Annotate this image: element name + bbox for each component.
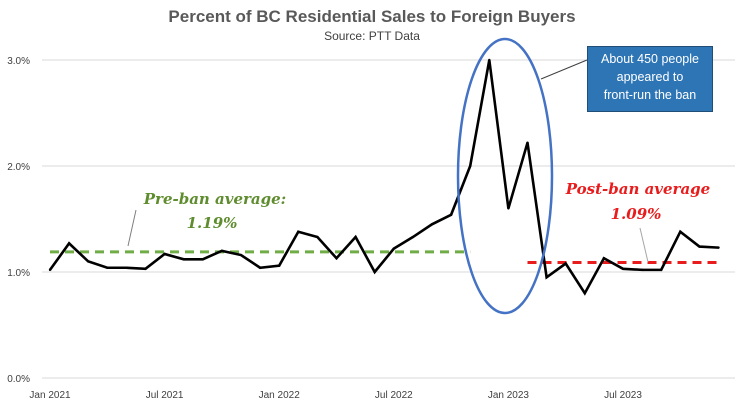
y-axis-ticks: 0.0% 1.0% 2.0% 3.0% bbox=[7, 56, 30, 385]
data-point bbox=[660, 268, 663, 272]
data-point bbox=[488, 58, 491, 62]
data-point bbox=[679, 230, 682, 233]
data-point bbox=[239, 253, 243, 257]
data-point bbox=[316, 235, 319, 239]
callout-line: front-run the ban bbox=[603, 88, 697, 102]
series-layer bbox=[48, 58, 720, 296]
x-tick-label: Jan 2022 bbox=[259, 390, 301, 401]
data-point bbox=[430, 223, 434, 226]
data-point bbox=[125, 266, 128, 269]
chart-title: Percent of BC Residential Sales to Forei… bbox=[168, 7, 575, 26]
x-tick-label: Jan 2023 bbox=[488, 390, 530, 401]
data-point bbox=[583, 292, 586, 295]
data-point bbox=[335, 257, 338, 260]
data-point bbox=[373, 270, 376, 274]
data-point bbox=[354, 235, 357, 239]
y-tick-label: 1.0% bbox=[7, 268, 30, 279]
data-point bbox=[564, 262, 567, 265]
data-point bbox=[87, 260, 90, 263]
data-point bbox=[602, 257, 606, 260]
data-point bbox=[67, 242, 71, 245]
pre-ban-value: 1.19% bbox=[187, 214, 238, 232]
series-line bbox=[48, 59, 719, 296]
data-point bbox=[220, 249, 224, 252]
x-tick-label: Jul 2022 bbox=[375, 390, 413, 401]
callout-line: appeared to bbox=[616, 70, 684, 84]
average-lines bbox=[50, 250, 719, 264]
post-ban-value: 1.09% bbox=[611, 205, 662, 223]
data-point bbox=[278, 264, 281, 267]
data-point bbox=[144, 267, 147, 271]
x-axis-ticks: Jan 2021 Jul 2021 Jan 2022 Jul 2022 Jan 2023… bbox=[29, 390, 642, 401]
data-point bbox=[201, 258, 204, 261]
gridlines bbox=[42, 59, 735, 379]
x-tick-label: Jul 2021 bbox=[146, 390, 184, 401]
data-point bbox=[449, 213, 453, 216]
x-tick-label: Jan 2021 bbox=[29, 390, 71, 401]
pre-ban-pointer bbox=[127, 209, 137, 247]
data-point bbox=[698, 245, 701, 248]
chart-subtitle: Source: PTT Data bbox=[324, 29, 420, 43]
data-point bbox=[507, 207, 510, 210]
data-point bbox=[48, 268, 52, 272]
y-tick-label: 2.0% bbox=[7, 162, 30, 173]
data-point bbox=[411, 235, 415, 239]
data-point bbox=[469, 164, 472, 168]
post-ban-label: Post-ban average bbox=[565, 180, 710, 198]
annotations: Pre-ban average: 1.19% Post-ban average … bbox=[127, 37, 710, 315]
callout-box: About 450 people appeared to front-run t… bbox=[587, 46, 713, 112]
data-point bbox=[545, 276, 548, 279]
x-tick-label: Jul 2023 bbox=[604, 390, 642, 401]
data-point bbox=[717, 246, 720, 249]
data-point bbox=[258, 266, 262, 269]
data-point bbox=[297, 230, 300, 233]
data-point bbox=[106, 266, 109, 269]
y-tick-label: 0.0% bbox=[7, 374, 30, 385]
spike-ellipse bbox=[456, 37, 554, 315]
data-point bbox=[526, 141, 529, 144]
callout-pointer bbox=[540, 59, 588, 80]
data-point bbox=[640, 268, 644, 272]
data-point bbox=[182, 258, 185, 261]
data-point bbox=[392, 247, 395, 250]
data-point bbox=[621, 267, 625, 271]
post-ban-pointer bbox=[639, 227, 649, 263]
y-tick-label: 3.0% bbox=[7, 56, 30, 67]
callout-line: About 450 people bbox=[600, 52, 699, 66]
pre-ban-label: Pre-ban average: bbox=[143, 190, 286, 208]
data-point bbox=[163, 252, 166, 256]
